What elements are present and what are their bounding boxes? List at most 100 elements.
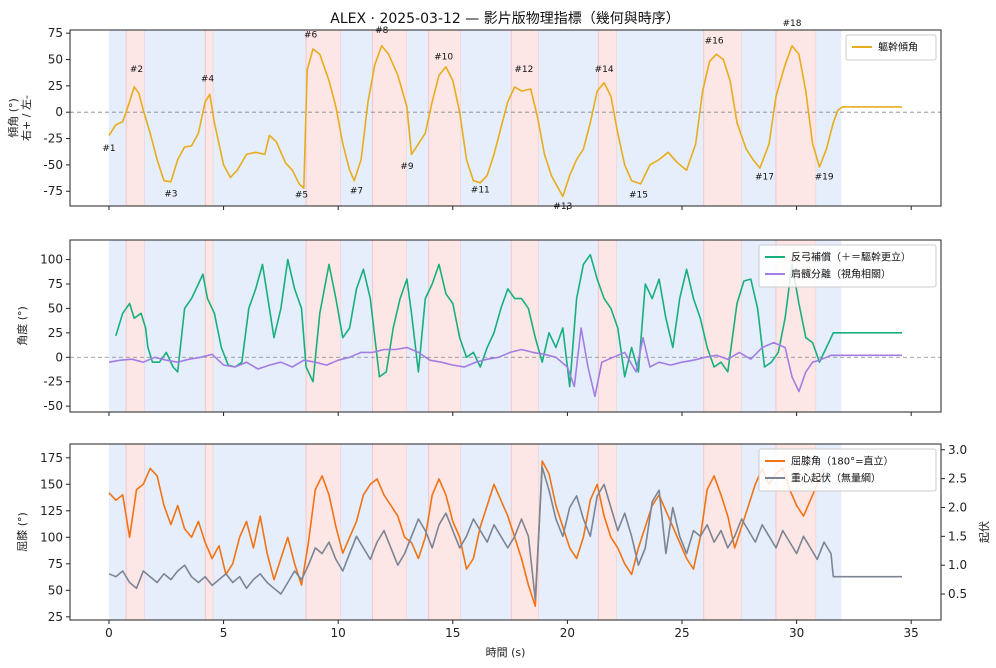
y2-tick-label: 2.0 xyxy=(948,500,967,514)
x-tick-label: 10 xyxy=(331,626,346,640)
peak-label: #3 xyxy=(164,190,177,200)
phase-band-blue xyxy=(460,444,512,620)
peak-label: #7 xyxy=(350,186,363,196)
series-group xyxy=(108,253,902,398)
y-tick-label: 0 xyxy=(55,105,63,119)
axes-frame xyxy=(69,443,942,621)
peak-label: #2 xyxy=(130,65,143,75)
phase-band-red xyxy=(511,240,539,412)
peak-label: #12 xyxy=(514,65,533,75)
phase-band-blue xyxy=(616,444,704,620)
y-tick-label: 150 xyxy=(40,477,63,491)
y-tick-label: 25 xyxy=(48,610,63,624)
panel-tilt: -75 -50 -25 0 25 50 75 #1 #2 #3 #4 #5 #6 #7 #8 #9 #10 #11… xyxy=(6,19,942,212)
x-tick-label: 20 xyxy=(560,626,575,640)
phase-band-red xyxy=(372,240,407,412)
phase-band-blue xyxy=(741,30,776,206)
phase-band-red xyxy=(428,444,461,620)
phase-band-red xyxy=(428,240,461,412)
y2-axis-label: 起伏 xyxy=(977,521,991,543)
legend: 反弓補償（＋＝驅幹更立） 肩髖分離（視角相關） xyxy=(758,244,937,288)
peak-label: #15 xyxy=(629,191,648,201)
legend: 軀幹傾角 xyxy=(845,34,937,61)
phase-band-red xyxy=(205,444,214,620)
x-axis-label: 時間 (s) xyxy=(486,646,526,659)
axes-frame xyxy=(69,239,942,413)
y2-tick-label: 0.5 xyxy=(948,587,967,601)
phase-band-blue xyxy=(108,240,127,412)
phase-band-blue xyxy=(108,444,127,620)
phase-band-blue xyxy=(213,30,307,206)
legend-entry: 重心起伏（無量綱） xyxy=(791,472,881,485)
x-tick-label: 35 xyxy=(904,626,919,640)
y-tick-label: 75 xyxy=(48,277,63,291)
phase-band-blue xyxy=(406,240,429,412)
y2-tick-label: 2.5 xyxy=(948,472,967,486)
series-group xyxy=(108,45,902,198)
legend-box xyxy=(758,244,937,288)
x-tick-label: 0 xyxy=(105,626,113,640)
series-line-0 xyxy=(108,460,825,607)
x-tick-label: 5 xyxy=(220,626,228,640)
y-tick-label: -50 xyxy=(43,158,63,172)
y-tick-label: 100 xyxy=(40,530,63,544)
series-group xyxy=(108,460,902,607)
series-line-0 xyxy=(115,253,902,388)
phase-band-blue xyxy=(144,240,206,412)
phase-band-red xyxy=(205,30,214,206)
legend-entry: 反弓補償（＋＝驅幹更立） xyxy=(791,251,911,264)
phase-band-blue xyxy=(816,30,842,206)
peak-label: #14 xyxy=(595,65,614,75)
y2-tick-label: 3.0 xyxy=(948,443,967,457)
axes-frame xyxy=(69,29,942,207)
phase-band-red xyxy=(598,30,617,206)
y-tick-label: -50 xyxy=(43,399,63,413)
series-line-1 xyxy=(108,327,902,398)
y-tick-label: -25 xyxy=(43,132,63,146)
phase-band-blue xyxy=(213,444,307,620)
peak-label: #4 xyxy=(201,75,215,85)
y-tick-label: 175 xyxy=(40,451,63,465)
x-tick-label: 25 xyxy=(674,626,689,640)
x-tick-label: 30 xyxy=(789,626,804,640)
y-axis-label: 屈膝 (°) xyxy=(16,512,29,552)
y-tick-label: 50 xyxy=(48,301,63,315)
y-tick-label: -75 xyxy=(43,184,63,198)
y-tick-label: 25 xyxy=(48,326,63,340)
phase-band-red xyxy=(306,444,341,620)
phase-band-red xyxy=(306,30,341,206)
y-tick-label: 75 xyxy=(48,26,63,40)
phase-band-blue xyxy=(406,30,429,206)
phase-band-red xyxy=(126,240,145,412)
phase-band-blue xyxy=(144,444,206,620)
phase-band-red xyxy=(126,444,145,620)
legend-box xyxy=(845,34,937,61)
phase-band-red xyxy=(428,30,461,206)
phase-bands xyxy=(108,30,842,206)
y-tick-label: 0 xyxy=(55,350,63,364)
phase-band-blue xyxy=(108,30,127,206)
phase-band-red xyxy=(205,240,214,412)
legend-entry: 軀幹傾角 xyxy=(878,41,918,54)
phase-band-blue xyxy=(213,240,307,412)
peak-label: #11 xyxy=(471,185,490,195)
y-axis-label: 傾角 (°) xyxy=(6,98,20,138)
x-tick-label: 15 xyxy=(445,626,460,640)
phase-band-red xyxy=(703,240,742,412)
y-tick-label: -25 xyxy=(43,375,63,389)
phase-band-blue xyxy=(616,240,704,412)
y-axis-label: 角度 (°) xyxy=(15,306,29,346)
phase-band-blue xyxy=(460,240,512,412)
peak-label: #19 xyxy=(815,173,834,183)
peak-label: #1 xyxy=(102,144,115,154)
phase-band-blue xyxy=(144,30,206,206)
y-tick-label: 50 xyxy=(48,583,63,597)
chart-title: ALEX · 2025-03-12 — 影片版物理指標（幾何與時序） xyxy=(330,11,679,27)
y-tick-label: 50 xyxy=(48,53,63,67)
peak-label: #13 xyxy=(553,202,572,212)
peak-label: #8 xyxy=(375,26,389,36)
peak-label: #18 xyxy=(783,19,802,29)
legend-box xyxy=(758,448,937,492)
phase-band-blue xyxy=(616,30,704,206)
